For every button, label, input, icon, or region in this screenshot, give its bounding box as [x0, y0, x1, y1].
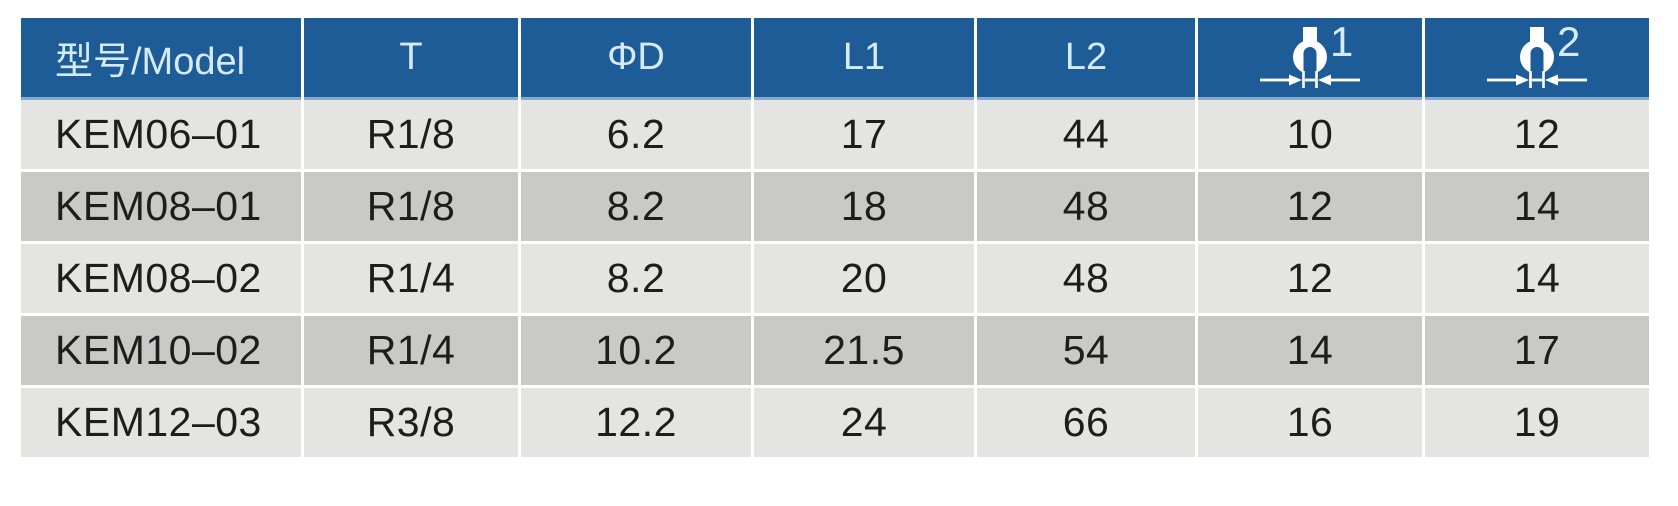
cell-d: 12.2	[521, 388, 751, 457]
cell-model: KEM12–03	[21, 388, 301, 457]
cell-model: KEM08–02	[21, 244, 301, 313]
cell-wrench2: 19	[1425, 388, 1649, 457]
col-header-t-label: T	[399, 36, 423, 78]
cell-l2: 66	[977, 388, 1195, 457]
table-body: KEM06–01 R1/8 6.2 17 44 10 12 KEM08–01 R1/8 8.2 18…	[21, 100, 1649, 457]
cell-l2: 48	[977, 244, 1195, 313]
table-row: KEM08–01 R1/8 8.2 18 48 12 14	[21, 172, 1649, 241]
col-header-wrench2-label: 2	[1557, 17, 1581, 65]
table-row: KEM10–02 R1/4 10.2 21.5 54 14 17	[21, 316, 1649, 385]
cell-t: R1/8	[304, 172, 518, 241]
cell-d: 8.2	[521, 172, 751, 241]
cell-t: R1/4	[304, 244, 518, 313]
cell-model: KEM08–01	[21, 172, 301, 241]
cell-wrench1: 12	[1198, 244, 1422, 313]
cell-d: 8.2	[521, 244, 751, 313]
cell-wrench2: 14	[1425, 244, 1649, 313]
cell-wrench2: 12	[1425, 100, 1649, 169]
cell-l1: 17	[754, 100, 974, 169]
cell-t: R3/8	[304, 388, 518, 457]
cell-l1: 21.5	[754, 316, 974, 385]
cell-wrench1: 10	[1198, 100, 1422, 169]
col-header-wrench1: 1	[1198, 18, 1422, 97]
col-header-t: T	[304, 18, 518, 97]
col-header-d: ΦD	[521, 18, 751, 97]
cell-l1: 20	[754, 244, 974, 313]
cell-wrench1: 16	[1198, 388, 1422, 457]
cell-l2: 54	[977, 316, 1195, 385]
cell-t: R1/4	[304, 316, 518, 385]
col-header-model-label: 型号/Model	[55, 41, 246, 83]
col-header-l2-label: L2	[1064, 36, 1108, 78]
cell-wrench2: 17	[1425, 316, 1649, 385]
col-header-l1-label: L1	[842, 36, 886, 78]
cell-t: R1/8	[304, 100, 518, 169]
header-row: 型号/Model T ΦD L1 L2	[21, 18, 1649, 97]
cell-d: 6.2	[521, 100, 751, 169]
col-header-wrench1-label: 1	[1330, 17, 1354, 65]
col-header-wrench2: 2	[1425, 18, 1649, 97]
cell-model: KEM06–01	[21, 100, 301, 169]
cell-wrench1: 12	[1198, 172, 1422, 241]
col-header-model: 型号/Model	[21, 18, 301, 97]
cell-l2: 48	[977, 172, 1195, 241]
cell-l1: 24	[754, 388, 974, 457]
col-header-l2: L2	[977, 18, 1195, 97]
table-row: KEM12–03 R3/8 12.2 24 66 16 19	[21, 388, 1649, 457]
cell-wrench2: 14	[1425, 172, 1649, 241]
table-row: KEM06–01 R1/8 6.2 17 44 10 12	[21, 100, 1649, 169]
col-header-l1: L1	[754, 18, 974, 97]
cell-d: 10.2	[521, 316, 751, 385]
col-header-d-label: ΦD	[607, 36, 665, 78]
table-row: KEM08–02 R1/4 8.2 20 48 12 14	[21, 244, 1649, 313]
cell-wrench1: 14	[1198, 316, 1422, 385]
spec-table-panel: 型号/Model T ΦD L1 L2	[18, 15, 1652, 460]
wrench-width-icon	[1260, 26, 1360, 88]
wrench-width-icon	[1487, 26, 1587, 88]
cell-l1: 18	[754, 172, 974, 241]
cell-l2: 44	[977, 100, 1195, 169]
cell-model: KEM10–02	[21, 316, 301, 385]
spec-table: 型号/Model T ΦD L1 L2	[18, 15, 1652, 460]
